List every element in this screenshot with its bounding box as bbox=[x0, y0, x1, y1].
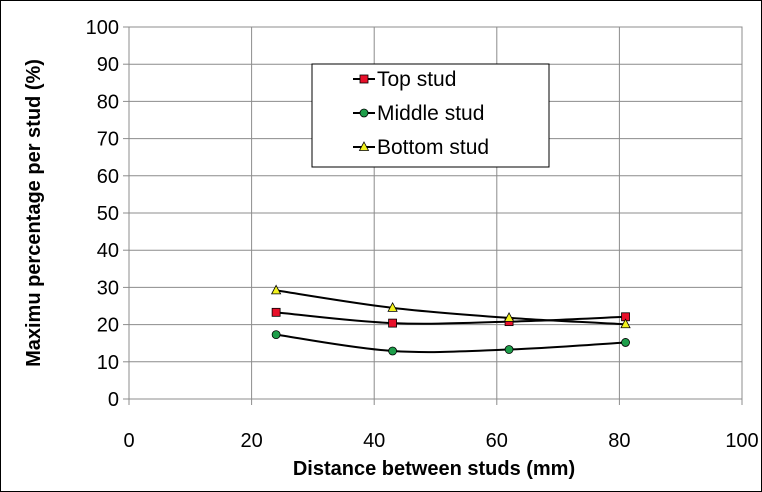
data-point-top-stud bbox=[271, 307, 281, 317]
data-point-middle-stud bbox=[388, 346, 397, 356]
x-axis-title: Distance between studs (mm) bbox=[293, 458, 575, 480]
data-point-bottom-stud bbox=[270, 284, 282, 295]
tick-labels: 0 10 20 30 40 50 60 70 80 90 100 0 20 40 60 80 100 bbox=[86, 17, 759, 452]
y-tick-label: 30 bbox=[97, 277, 119, 299]
legend-marker-bottom-stud bbox=[358, 141, 370, 151]
series-markers bbox=[270, 284, 631, 356]
data-point-middle-stud bbox=[271, 330, 281, 340]
y-tick-label: 70 bbox=[97, 129, 119, 151]
series-lines bbox=[275, 289, 626, 354]
series-line-middle-stud bbox=[275, 333, 626, 354]
y-tick-label: 80 bbox=[97, 91, 119, 113]
x-tick-label: 100 bbox=[725, 430, 758, 452]
y-tick-label: 60 bbox=[97, 166, 119, 188]
y-tick-label: 90 bbox=[97, 54, 119, 76]
y-tick-label: 50 bbox=[97, 203, 119, 225]
x-tick-label: 20 bbox=[240, 430, 262, 452]
y-tick-label: 20 bbox=[97, 315, 119, 337]
legend-marker-middle-stud bbox=[359, 108, 369, 118]
y-axis-title: Maximu percentage per stud (%) bbox=[23, 59, 45, 367]
legend-label-middle-stud: Middle stud bbox=[377, 102, 484, 125]
legend: Top stud Middle stud Bottom stud bbox=[311, 63, 550, 168]
y-tick-label: 0 bbox=[108, 389, 119, 411]
x-tick-label: 0 bbox=[123, 430, 134, 452]
x-tick-label: 60 bbox=[486, 430, 508, 452]
data-point-middle-stud bbox=[504, 345, 514, 354]
y-tick-label: 40 bbox=[97, 240, 119, 262]
legend-marker-top-stud bbox=[359, 74, 369, 84]
y-tick-label: 100 bbox=[86, 17, 119, 39]
data-point-bottom-stud bbox=[503, 312, 515, 322]
legend-label-bottom-stud: Bottom stud bbox=[377, 136, 489, 159]
x-tick-label: 80 bbox=[608, 430, 630, 452]
data-point-top-stud bbox=[388, 318, 397, 328]
data-point-middle-stud bbox=[621, 338, 630, 347]
x-tick-label: 40 bbox=[363, 430, 385, 452]
data-point-bottom-stud bbox=[620, 318, 631, 329]
y-tick-label: 10 bbox=[97, 352, 119, 374]
data-point-bottom-stud bbox=[387, 302, 398, 312]
legend-box bbox=[311, 63, 550, 168]
series-line-bottom-stud bbox=[275, 289, 626, 326]
legend-label-top-stud: Top stud bbox=[377, 68, 456, 91]
series-line-top-stud bbox=[276, 311, 626, 325]
